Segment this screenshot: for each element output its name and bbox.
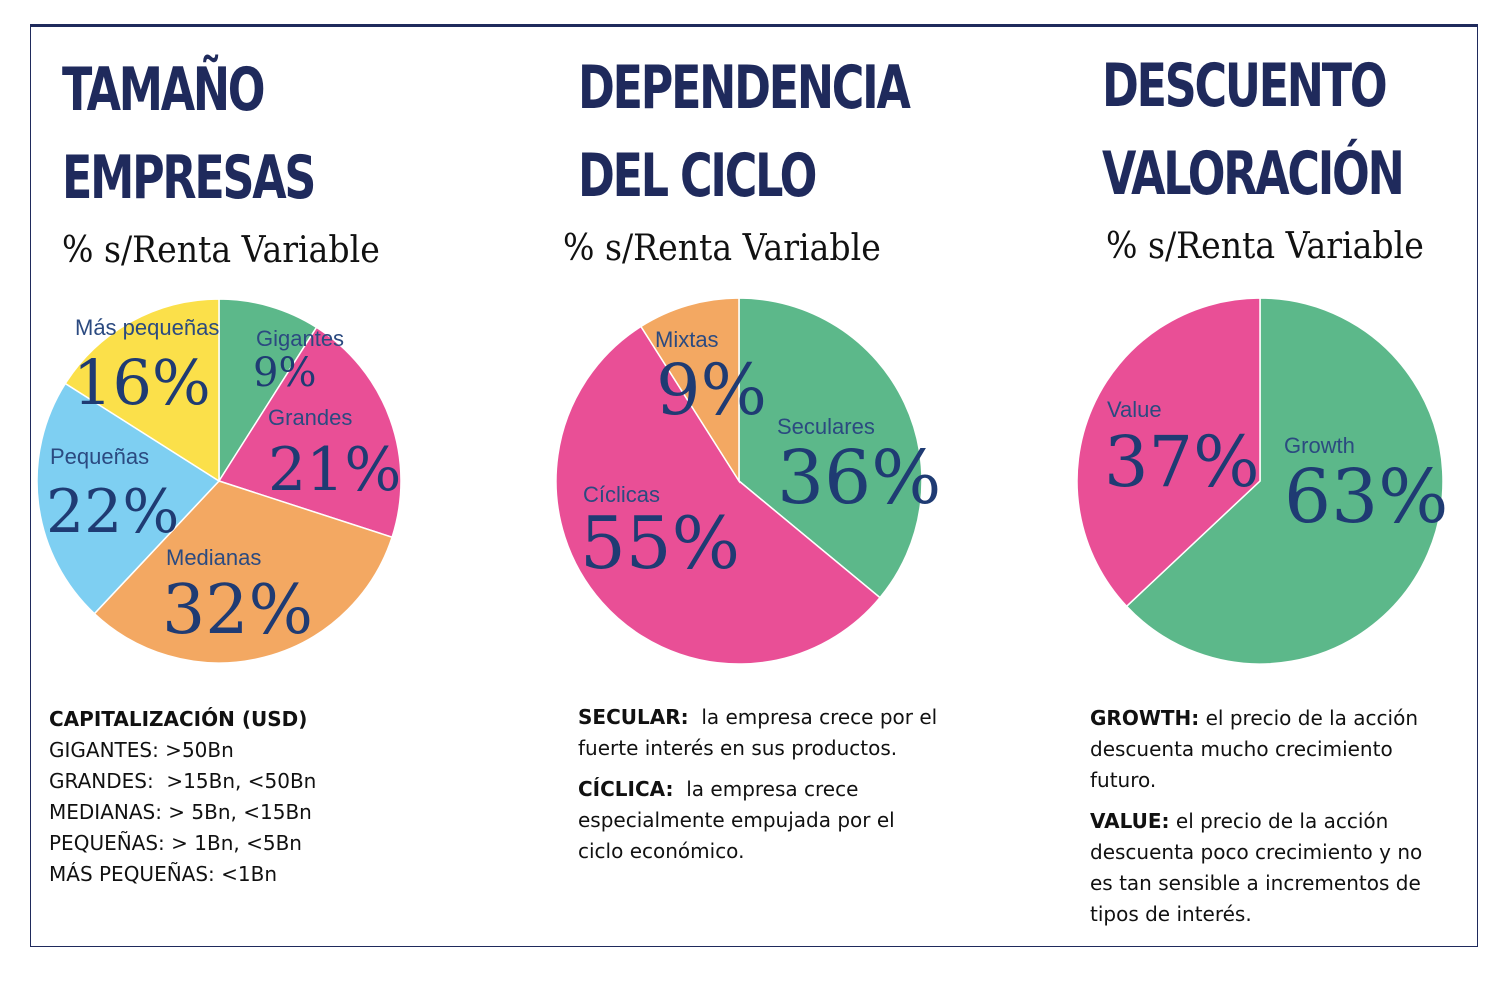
notes-line: ciclo económico. xyxy=(578,839,745,863)
slice-value-value: 37% xyxy=(1104,421,1260,503)
pie-slice-ciclicas xyxy=(555,325,882,665)
pie-slice-gigantes xyxy=(218,298,318,484)
pie-slice-grandes xyxy=(217,326,402,539)
pie-slice-mas-pequenas xyxy=(64,298,220,483)
panel-2-subtitle: % s/Renta Variable xyxy=(563,228,881,269)
panel-2-title-line-2: DEL CICLO xyxy=(578,141,817,211)
pie-slice-medianas xyxy=(93,480,394,664)
panel-3-notes: GROWTH: el precio de la acción descuenta… xyxy=(1090,703,1422,930)
notes-line: especialmente empujada por el xyxy=(578,808,895,832)
notes-line: tipos de interés. xyxy=(1090,902,1252,926)
slice-value-growth: 63% xyxy=(1284,454,1448,540)
panel-3-title-line-1: DESCUENTO xyxy=(1102,51,1388,121)
slice-label-value: Value xyxy=(1107,397,1162,422)
panel-2-title: DEPENDENCIA DEL CICLO xyxy=(578,44,911,220)
bottom-border-line xyxy=(30,946,1478,947)
slice-value-grandes: 21% xyxy=(268,435,401,505)
panel-1-notes: CAPITALIZACIÓN (USD) GIGANTES: >50Bn GRA… xyxy=(49,704,316,890)
panel-3-title: DESCUENTO VALORACIÓN xyxy=(1102,42,1405,218)
slice-value-seculares: 36% xyxy=(777,435,941,521)
pie-slice-mixtas xyxy=(639,297,740,484)
notes-heading: CAPITALIZACIÓN (USD) xyxy=(49,707,308,731)
panel-2-notes: SECULAR: la empresa crece por el fuerte … xyxy=(578,702,937,867)
notes-line: fuerte interés en sus productos. xyxy=(578,736,898,760)
panel-1-title-line-1: TAMAÑO xyxy=(62,55,266,125)
pie-slice-growth xyxy=(1125,297,1444,665)
slice-value-gigantes: 9% xyxy=(253,350,316,396)
slice-value-mixtas: 9% xyxy=(656,349,767,431)
notes-line: VALUE: el precio de la acción xyxy=(1090,809,1389,833)
slice-value-medianas: 32% xyxy=(162,571,313,650)
slice-label-grandes: Grandes xyxy=(268,405,352,430)
slice-label-growth: Growth xyxy=(1284,433,1355,458)
notes-line: MEDIANAS: > 5Bn, <15Bn xyxy=(49,800,312,824)
pie-slice-pequenas xyxy=(36,382,221,615)
notes-line: PEQUEÑAS: > 1Bn, <5Bn xyxy=(49,831,302,855)
panel-3-subtitle: % s/Renta Variable xyxy=(1106,226,1424,267)
slice-label-ciclicas: Cíclicas xyxy=(583,482,660,507)
notes-line: GIGANTES: >50Bn xyxy=(49,738,234,762)
panel-1-title: TAMAÑO EMPRESAS xyxy=(62,46,316,222)
panel-1-subtitle: % s/Renta Variable xyxy=(62,230,380,271)
slice-value-ciclicas: 55% xyxy=(580,501,740,585)
slice-label-mas-pequenas: Más pequeñas xyxy=(75,315,219,340)
panel-1-title-line-2: EMPRESAS xyxy=(62,143,316,213)
right-border-line xyxy=(1477,24,1478,947)
pie-slice-value xyxy=(1076,297,1261,608)
notes-line: descuenta mucho crecimiento xyxy=(1090,737,1393,761)
notes-line: SECULAR: la empresa crece por el xyxy=(578,705,938,729)
pie-slice-seculares xyxy=(738,297,923,599)
slice-label-mixtas: Mixtas xyxy=(655,327,719,352)
panel-2-title-line-1: DEPENDENCIA xyxy=(578,53,911,123)
slice-label-gigantes: Gigantes xyxy=(256,326,344,351)
notes-line: descuenta poco crecimiento y no xyxy=(1090,840,1423,864)
left-border-line xyxy=(30,24,31,947)
slice-label-medianas: Medianas xyxy=(166,545,261,570)
notes-line: GROWTH: el precio de la acción xyxy=(1090,706,1419,730)
slice-value-pequenas: 22% xyxy=(46,477,179,547)
top-border-line xyxy=(30,24,1478,27)
slice-label-pequenas: Pequeñas xyxy=(50,444,149,469)
notes-line: GRANDES: >15Bn, <50Bn xyxy=(49,769,317,793)
slice-label-seculares: Seculares xyxy=(777,414,875,439)
notes-line: MÁS PEQUEÑAS: <1Bn xyxy=(49,862,278,886)
notes-line: es tan sensible a incrementos de xyxy=(1090,871,1421,895)
notes-line: CÍCLICA: la empresa crece xyxy=(578,777,859,801)
panel-3-title-line-2: VALORACIÓN xyxy=(1102,139,1405,209)
slice-value-mas-pequenas: 16% xyxy=(73,346,211,419)
notes-line: futuro. xyxy=(1090,768,1157,792)
